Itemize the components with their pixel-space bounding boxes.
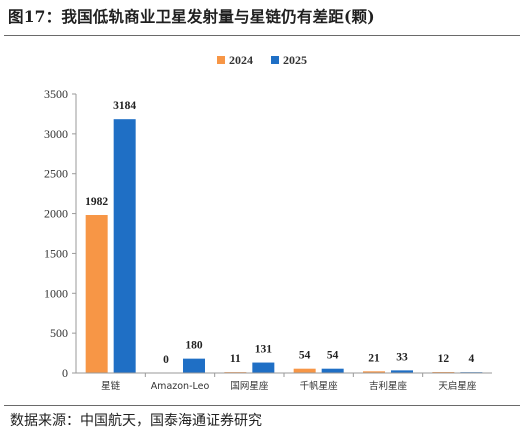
y-tick-label: 3500: [44, 87, 68, 101]
y-tick-label: 3000: [44, 127, 68, 141]
data-label: 3184: [113, 100, 136, 112]
top-rule: [4, 35, 520, 36]
category-label: Amazon-Leo: [151, 381, 210, 392]
category-label: 国网星座: [230, 380, 269, 392]
data-label: 131: [255, 344, 273, 356]
y-tick-label: 1500: [44, 246, 68, 260]
legend-swatch-2025: [271, 56, 279, 64]
data-label: 11: [230, 353, 241, 365]
legend: 2024 2025: [217, 53, 307, 67]
legend-label-2024: 2024: [229, 53, 253, 67]
data-label: 180: [185, 340, 203, 352]
data-label: 21: [368, 352, 380, 364]
bar-2025: [183, 358, 205, 373]
bar-2025: [113, 119, 136, 373]
category-label: 吉利星座: [369, 380, 408, 392]
y-tick-label: 500: [50, 326, 68, 340]
y-tick-label: 2000: [44, 207, 68, 221]
bar-2025: [391, 370, 413, 373]
bar-2024: [363, 371, 385, 373]
data-label: 54: [299, 350, 311, 362]
bar-2025: [252, 362, 275, 373]
data-label: 4: [468, 353, 474, 365]
y-axis: 0 500 1000 1500 2000 2500 3000 3500: [44, 87, 77, 380]
y-tick-label: 1000: [44, 286, 68, 300]
source-note: 数据来源：中国航天，国泰海通证券研究: [10, 413, 262, 429]
category-label: 天启星座: [438, 380, 477, 392]
bar-2025: [321, 368, 344, 373]
y-tick-label: 2500: [44, 167, 68, 181]
data-label: 12: [438, 353, 450, 365]
bars: 1982 3184 0 180 11 131 54 54 21 33 12 4: [85, 100, 483, 373]
y-tick-label: 0: [62, 366, 68, 380]
legend-label-2025: 2025: [283, 53, 307, 67]
data-label: 54: [327, 350, 339, 362]
data-label: 1982: [85, 196, 108, 208]
bar-2024: [293, 368, 316, 373]
category-label: 千帆星座: [300, 380, 339, 392]
bar-2024: [85, 215, 108, 373]
x-axis: 星链 Amazon-Leo 国网星座 千帆星座 吉利星座 天启星座: [76, 372, 492, 392]
data-label: 33: [396, 351, 408, 363]
figure-title: 图17：我国低轨商业卫星发射量与星链仍有差距(颗): [8, 7, 375, 26]
legend-swatch-2024: [217, 56, 225, 64]
data-label: 0: [163, 354, 169, 366]
category-label: 星链: [101, 380, 121, 392]
bottom-rule: [4, 405, 520, 406]
